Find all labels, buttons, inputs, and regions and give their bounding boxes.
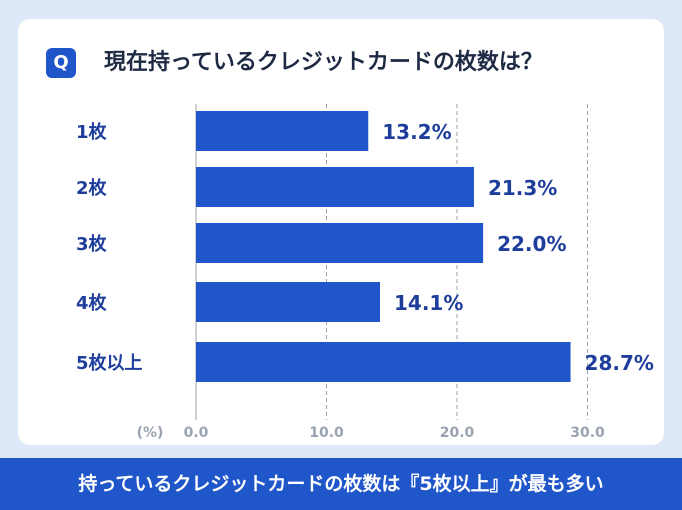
value-label: 14.1% <box>394 291 463 315</box>
bar <box>196 111 369 151</box>
x-tick-label: 20.0 <box>440 425 475 441</box>
x-tick-label: 10.0 <box>309 425 344 441</box>
bar <box>196 282 381 322</box>
value-label: 22.0% <box>497 232 566 256</box>
value-label: 28.7% <box>585 351 654 375</box>
bar <box>196 167 474 207</box>
question-badge: Q <box>46 48 76 78</box>
x-tick-label: 30.0 <box>570 425 605 441</box>
bar <box>196 342 571 382</box>
bar <box>196 223 484 263</box>
x-axis-label: (%) <box>137 425 164 441</box>
category-label: 5枚以上 <box>76 352 143 374</box>
category-label: 4枚 <box>76 292 108 314</box>
value-label: 21.3% <box>488 176 557 200</box>
value-label: 13.2% <box>382 120 451 144</box>
category-label: 1枚 <box>76 121 108 143</box>
category-label: 2枚 <box>76 177 108 199</box>
question-title: 現在持っているクレジットカードの枚数は？ <box>104 50 543 75</box>
category-label: 3枚 <box>76 233 108 255</box>
footer-banner: 持っているクレジットカードの枚数は『5枚以上』が最も多い <box>0 458 682 510</box>
x-tick-label: 0.0 <box>184 425 209 441</box>
